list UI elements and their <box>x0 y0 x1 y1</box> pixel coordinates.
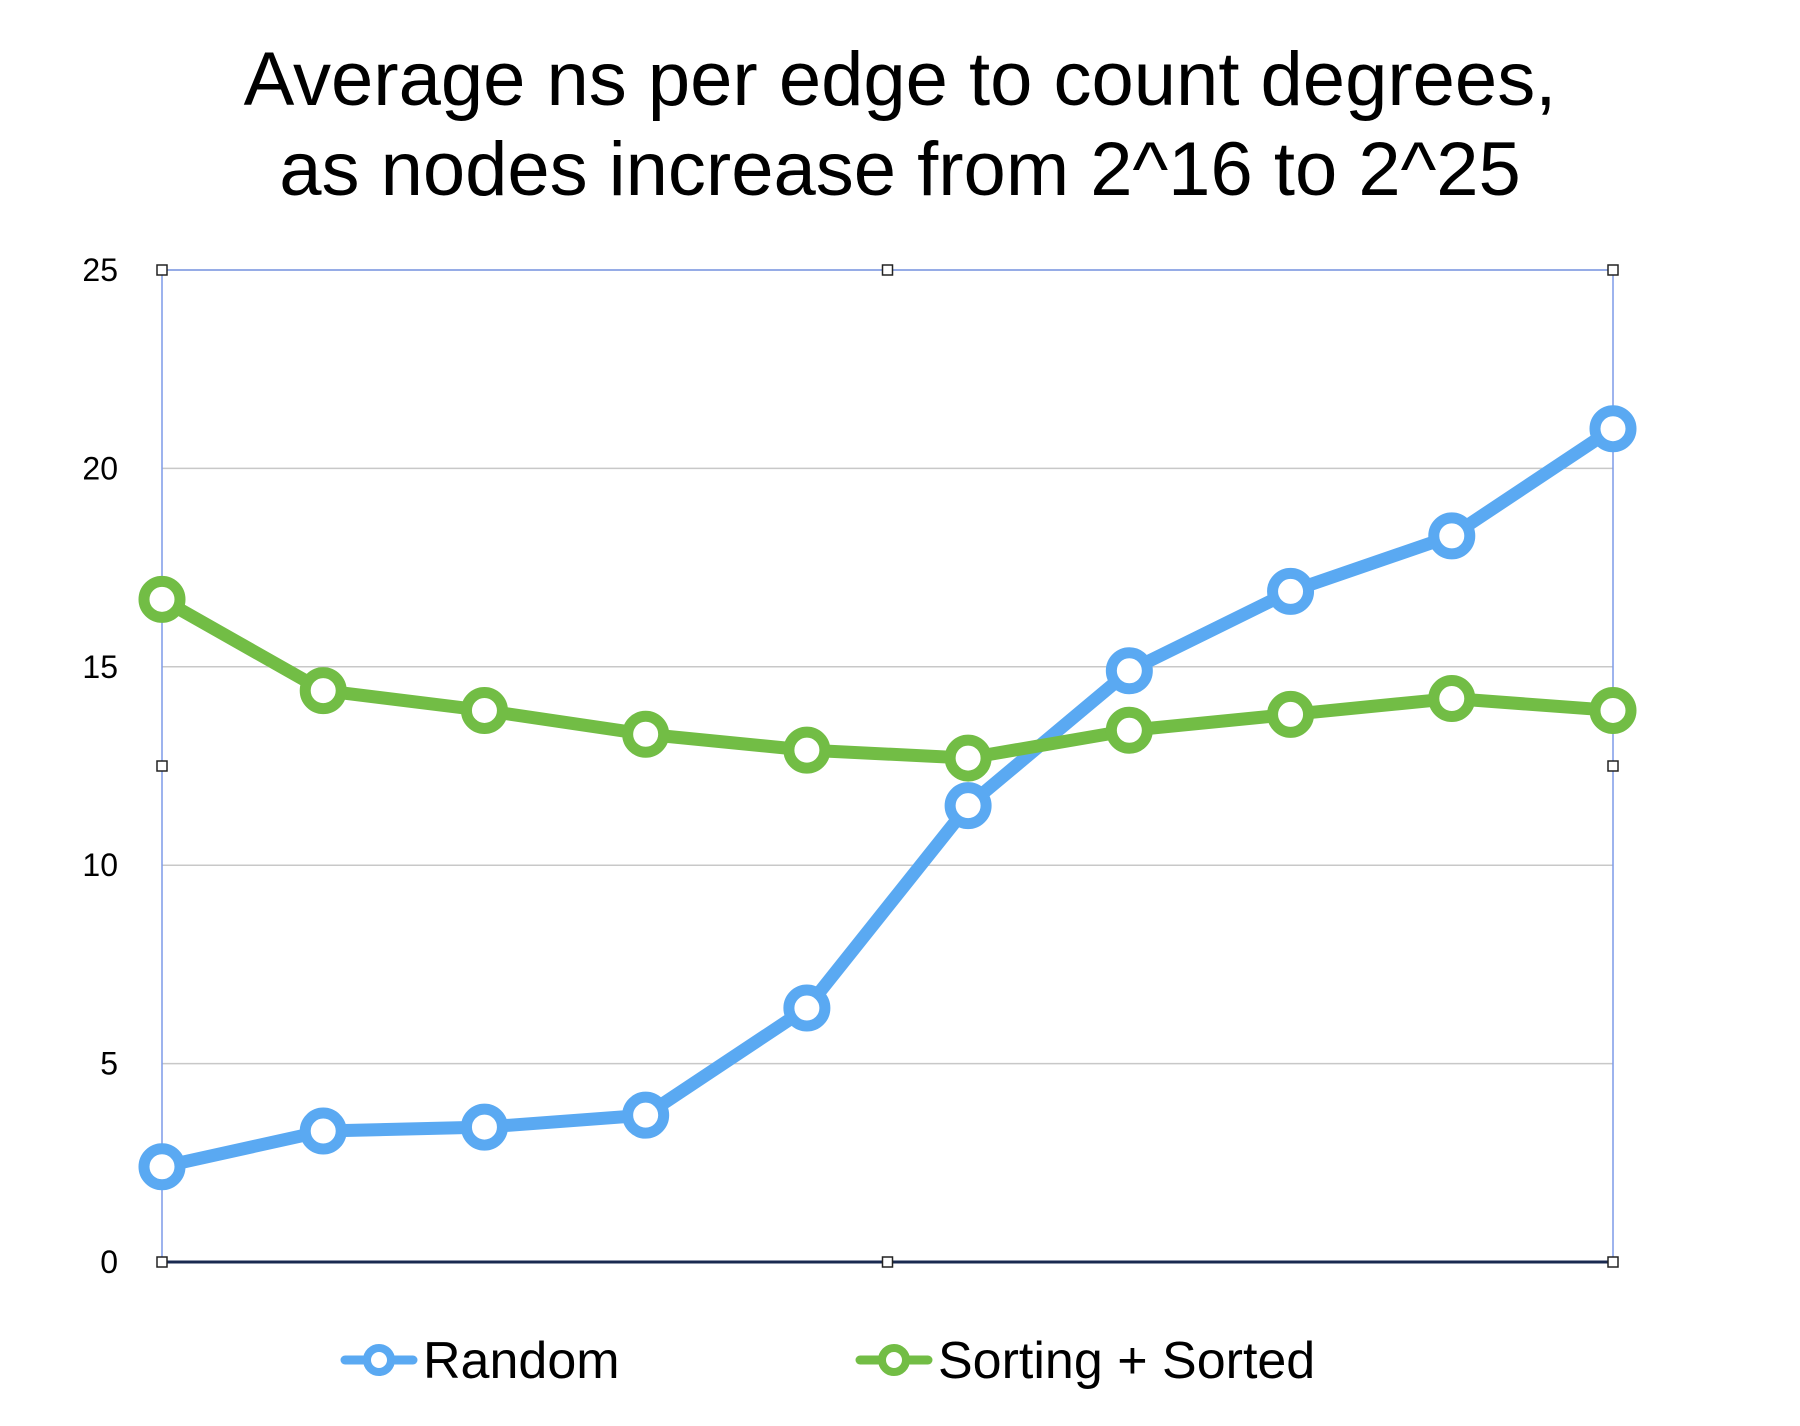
y-tick-label: 25 <box>82 252 118 288</box>
y-tick-label: 15 <box>82 649 118 685</box>
series-sorting-sorted <box>138 575 1637 782</box>
chart-title: Average ns per edge to count degrees, as… <box>0 35 1800 215</box>
data-point <box>783 726 831 774</box>
selection-handle[interactable] <box>881 1256 894 1268</box>
plot-frame <box>156 264 1619 1268</box>
series-line <box>155 422 1620 1174</box>
y-axis-tick-labels: 0 5 10 15 20 25 <box>82 252 118 1280</box>
data-point <box>138 1143 186 1191</box>
selection-handle[interactable] <box>1607 264 1619 276</box>
data-point <box>783 984 831 1032</box>
legend: Random Sorting + Sorted <box>340 1332 1315 1390</box>
y-tick-label: 0 <box>100 1244 118 1280</box>
legend-swatch-marker <box>363 1344 395 1376</box>
data-point <box>1105 647 1153 695</box>
selection-handle[interactable] <box>881 264 894 276</box>
data-point <box>299 1107 347 1155</box>
selection-handle[interactable] <box>156 1256 168 1268</box>
selection-handle[interactable] <box>156 760 168 772</box>
chart-title-line-1: Average ns per edge to count degrees, <box>243 37 1557 122</box>
data-point <box>622 1091 670 1139</box>
data-point <box>944 734 992 782</box>
legend-item: Random <box>340 1332 620 1390</box>
series-line <box>155 592 1620 765</box>
data-point <box>1267 567 1315 615</box>
selection-handle[interactable] <box>156 264 168 276</box>
chart-title-line-2: as nodes increase from 2^16 to 2^25 <box>279 127 1521 212</box>
gridlines <box>162 269 1613 1065</box>
data-point <box>1428 512 1476 560</box>
data-point <box>944 782 992 830</box>
data-point <box>1589 405 1637 453</box>
legend-item: Sorting + Sorted <box>855 1332 1315 1390</box>
legend-label: Sorting + Sorted <box>938 1332 1315 1390</box>
data-point <box>299 667 347 715</box>
data-point <box>138 575 186 623</box>
y-tick-label: 5 <box>100 1046 118 1082</box>
legend-label: Random <box>423 1332 620 1390</box>
data-point <box>460 1103 508 1151</box>
data-point <box>1267 690 1315 738</box>
series-random <box>138 405 1637 1191</box>
data-point <box>460 686 508 734</box>
data-point <box>1589 686 1637 734</box>
legend-swatch-marker <box>878 1344 910 1376</box>
data-point <box>622 710 670 758</box>
plot-area-border <box>161 269 1614 1263</box>
data-point <box>1428 675 1476 723</box>
y-tick-label: 10 <box>82 847 118 883</box>
y-tick-label: 20 <box>82 450 118 486</box>
series-lines <box>138 405 1637 1191</box>
data-point <box>1105 706 1153 754</box>
selection-handle[interactable] <box>1607 760 1619 772</box>
selection-handle[interactable] <box>1607 1256 1619 1268</box>
